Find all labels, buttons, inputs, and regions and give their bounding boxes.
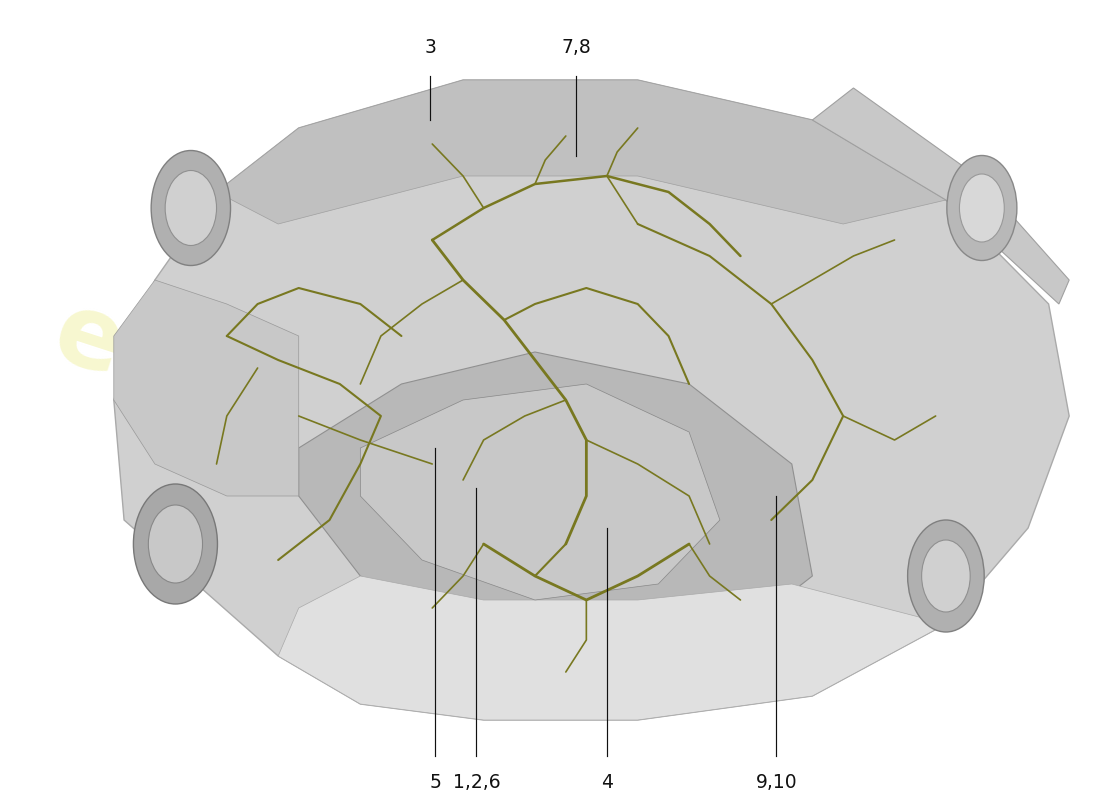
Polygon shape (278, 576, 946, 720)
Polygon shape (813, 88, 1069, 304)
Text: 5: 5 (429, 774, 441, 792)
Text: 4: 4 (601, 774, 613, 792)
Ellipse shape (922, 540, 970, 612)
Text: euroParts: euroParts (42, 285, 596, 547)
Ellipse shape (151, 150, 231, 266)
Ellipse shape (959, 174, 1004, 242)
Ellipse shape (148, 505, 202, 583)
Polygon shape (299, 352, 813, 656)
Ellipse shape (908, 520, 985, 632)
Text: 3: 3 (425, 38, 436, 57)
Polygon shape (361, 384, 719, 600)
Text: 9,10: 9,10 (756, 774, 798, 792)
Text: a passion for cars since 1985: a passion for cars since 1985 (244, 228, 620, 372)
Text: 1,2,6: 1,2,6 (452, 774, 500, 792)
Ellipse shape (133, 484, 218, 604)
Polygon shape (113, 280, 299, 496)
Ellipse shape (947, 155, 1016, 261)
Polygon shape (217, 80, 946, 224)
Ellipse shape (165, 170, 217, 246)
Polygon shape (113, 80, 1069, 720)
Text: 7,8: 7,8 (561, 38, 591, 57)
